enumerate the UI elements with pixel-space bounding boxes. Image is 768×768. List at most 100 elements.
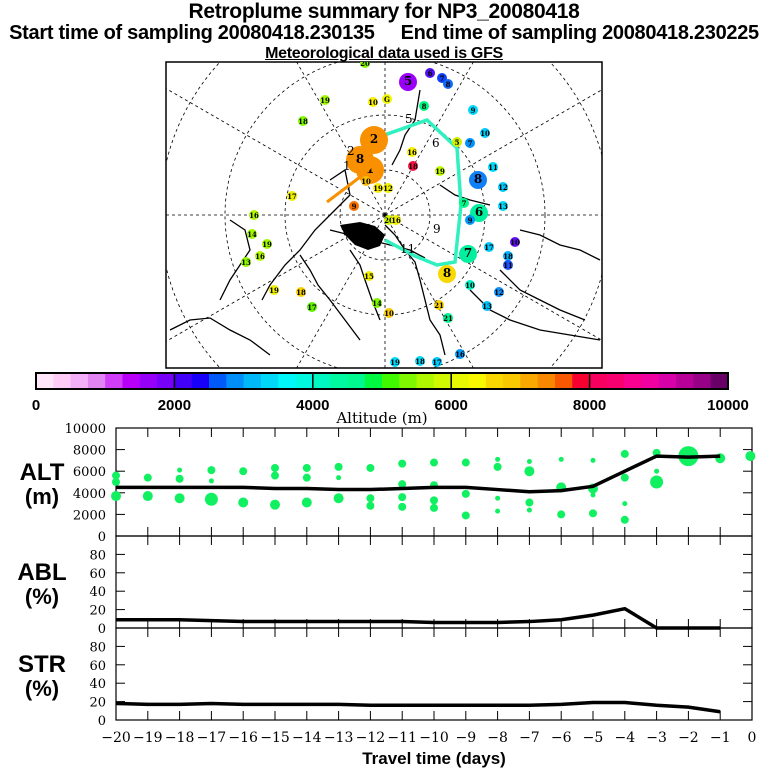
cluster-marker: 14 <box>372 298 382 308</box>
altitude-point <box>557 510 566 519</box>
path-day-label: 11 <box>400 242 415 256</box>
x-tick-label: −1 <box>710 730 731 746</box>
cluster-circle <box>255 251 265 261</box>
y-tick-label: 20 <box>89 604 106 619</box>
panel-label: ABL <box>17 559 66 586</box>
cluster-day-label: 16 <box>249 211 259 220</box>
cluster-marker: 10 <box>510 237 520 247</box>
cluster-marker: 9 <box>349 201 359 211</box>
cluster-circle <box>407 147 417 157</box>
cluster-circle <box>498 201 508 211</box>
cluster-marker: 21 <box>443 313 453 323</box>
colorbar-swatch <box>295 373 314 389</box>
cluster-marker: 10 <box>465 280 475 290</box>
cluster-marker: 8 <box>443 79 453 89</box>
cluster-circle <box>510 237 520 247</box>
y-tick-label: 40 <box>89 677 106 692</box>
cluster-circle <box>390 357 400 367</box>
colorbar-swatch <box>209 373 227 389</box>
cluster-day-label: 9 <box>352 202 357 211</box>
cluster-day-label: 18 <box>296 288 306 297</box>
cluster-day-label: 11 <box>488 163 498 172</box>
cluster-marker: 19 <box>373 183 383 193</box>
cluster-marker: 7 <box>459 245 477 263</box>
cluster-day-label: 6 <box>475 205 483 219</box>
cluster-circle <box>459 245 477 263</box>
cluster-circle <box>399 73 417 91</box>
coastline <box>261 168 351 301</box>
y-tick-label: 60 <box>89 567 106 582</box>
colorbar-swatch <box>87 373 106 389</box>
altitude-point <box>177 467 183 473</box>
altitude-point <box>112 471 120 480</box>
colorbar-swatch <box>451 373 469 389</box>
cluster-circle <box>419 101 429 111</box>
cluster-day-label: 21 <box>443 314 453 323</box>
altitude-point <box>207 466 216 475</box>
y-tick-label: 80 <box>89 548 106 563</box>
cluster-circle <box>452 137 462 147</box>
cluster-day-label: 16 <box>407 148 417 157</box>
cluster-day-label: 19 <box>435 167 445 176</box>
colorbar-swatch <box>503 373 521 389</box>
cluster-marker: 14 <box>247 229 257 239</box>
cluster-marker: 10 <box>384 308 394 318</box>
cluster-marker: 5 <box>452 137 462 147</box>
colorbar-swatch <box>364 373 383 389</box>
cluster-day-label: 19 <box>269 286 279 295</box>
cluster-circle <box>470 204 488 222</box>
map-content: 1285678G89105716181911812137691017181178… <box>166 62 602 368</box>
x-tick-label: −9 <box>455 730 476 746</box>
colorbar-swatch <box>537 373 556 389</box>
cluster-day-label: 17 <box>307 303 317 312</box>
cluster-marker: 10 <box>361 176 371 186</box>
altitude-point <box>366 494 375 503</box>
colorbar-swatch <box>433 373 452 389</box>
colorbar-swatch <box>693 373 712 389</box>
altitude-point <box>333 493 344 504</box>
altitude-point <box>620 515 629 524</box>
cluster-marker: 10 <box>480 128 490 138</box>
cluster-circle <box>360 126 388 154</box>
colorbar-swatch <box>485 373 504 389</box>
x-tick-label: −7 <box>519 730 540 746</box>
altitude-point <box>461 511 470 520</box>
cluster-day-label: 12 <box>494 288 504 297</box>
cluster-marker: 15 <box>364 271 374 281</box>
path-day-label: 1 <box>343 159 351 173</box>
cluster-circle <box>269 285 279 295</box>
altitude-point <box>622 501 628 507</box>
altitude-point <box>558 456 564 462</box>
altitude-point <box>461 489 470 498</box>
cluster-circle <box>482 301 492 311</box>
cluster-day-label: 18 <box>503 252 513 261</box>
y-tick-label: 80 <box>89 640 106 655</box>
colorbar-swatch <box>589 373 608 389</box>
x-tick-label: −15 <box>260 730 290 746</box>
cluster-marker: 19 <box>262 239 272 249</box>
colorbar-swatch <box>191 373 210 389</box>
landmass <box>340 222 385 250</box>
cluster-marker: 20 <box>360 62 370 68</box>
cluster-circle <box>443 313 453 323</box>
cluster-day-label: 12 <box>383 184 393 193</box>
altitude-point <box>495 495 501 501</box>
cluster-marker: 17 <box>432 357 442 367</box>
cluster-circle <box>249 210 259 220</box>
coastline <box>384 224 446 356</box>
colorbar-tick-label: 10000 <box>707 397 749 414</box>
altitude-point <box>620 473 629 482</box>
cluster-circle <box>435 166 445 176</box>
colorbar-swatch <box>312 373 331 389</box>
path-day-label: 6 <box>432 136 440 150</box>
x-tick-label: −18 <box>165 730 195 746</box>
coastline <box>391 89 421 166</box>
cluster-circle <box>434 300 444 310</box>
cluster-day-label: 8 <box>422 102 427 111</box>
altitude-point <box>271 471 279 480</box>
altitude-point <box>495 508 501 514</box>
altitude-point <box>270 499 280 510</box>
cluster-circle <box>384 308 394 318</box>
cluster-marker: 18 <box>408 161 418 171</box>
colorbar-swatch <box>53 373 72 389</box>
